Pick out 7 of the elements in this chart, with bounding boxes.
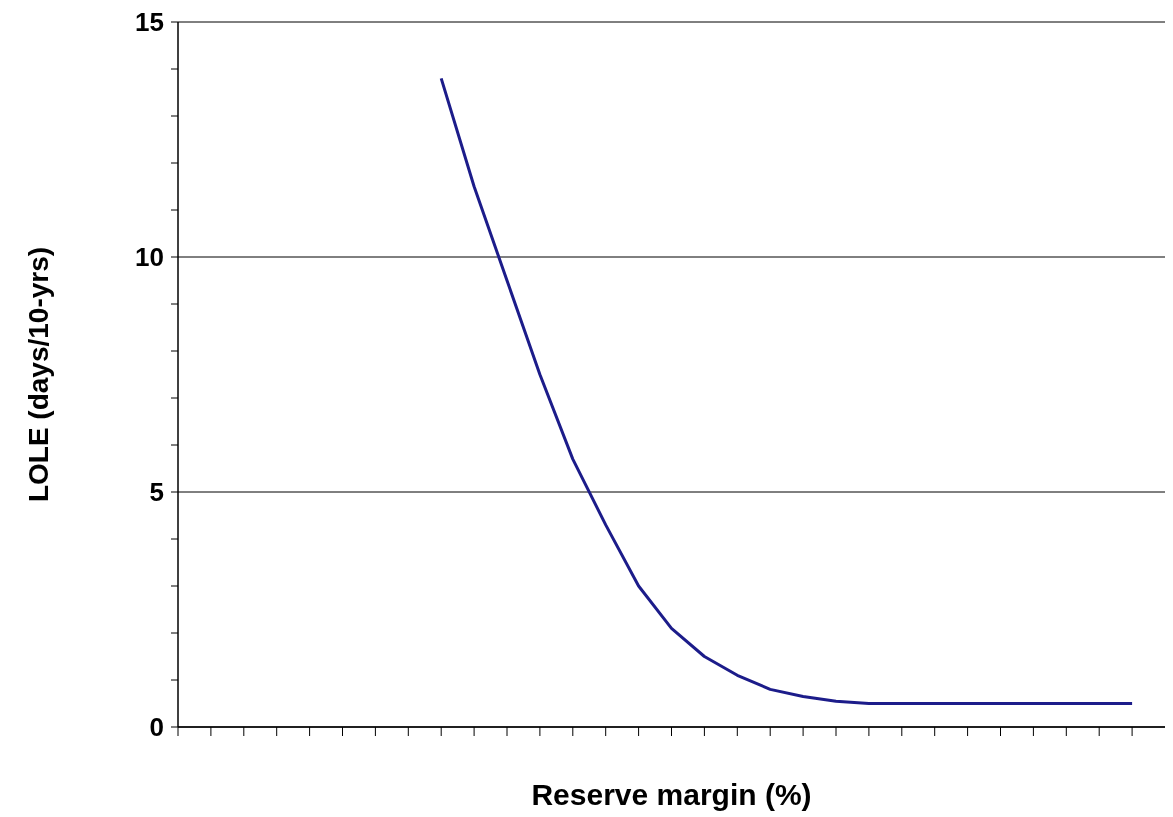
y-tick-label: 10 (135, 242, 164, 273)
line-series (439, 76, 1134, 705)
y-tick-label: 5 (149, 477, 164, 508)
y-tick-label: 15 (135, 7, 164, 38)
x-axis-title: Reserve margin (%) (531, 778, 812, 811)
y-tick-label: 0 (149, 712, 164, 743)
y-axis-title: LOLE (days/10-yrs) (23, 246, 54, 503)
